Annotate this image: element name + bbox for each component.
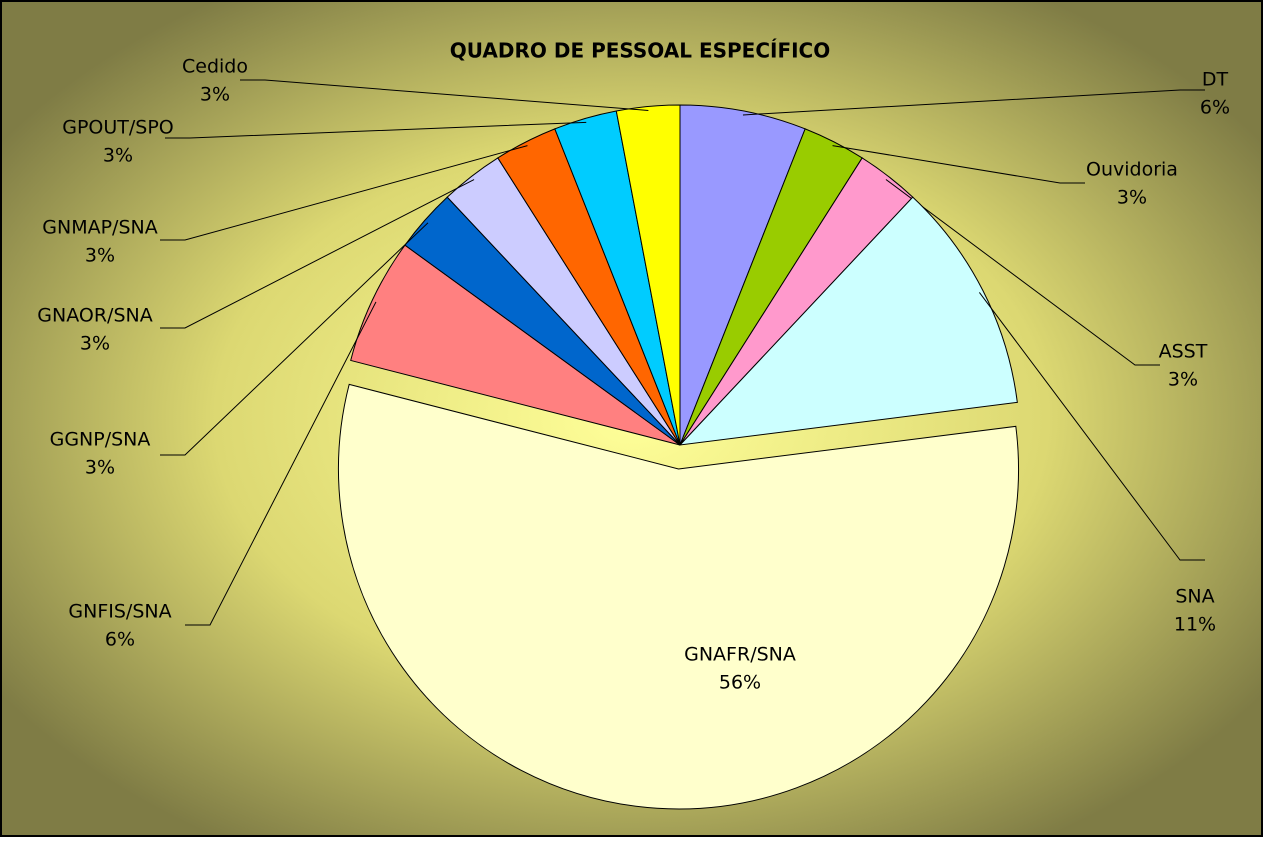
slice-label: GNAFR/SNA [684, 644, 796, 666]
slice-value-label: 3% [103, 145, 133, 167]
leader-line [160, 222, 429, 456]
slice-value-label: 3% [1168, 369, 1198, 391]
leader-line [978, 292, 1205, 561]
slice-label: GNFIS/SNA [68, 601, 171, 623]
slice-label: GPOUT/SPO [62, 117, 174, 139]
leader-line [240, 79, 649, 111]
leader-line [160, 179, 475, 329]
slice-value-label: 11% [1174, 614, 1216, 636]
slice-value-label: 3% [85, 457, 115, 479]
pie-slice [678, 196, 1018, 446]
slice-value-label: 3% [80, 333, 110, 355]
leader-line [185, 301, 377, 626]
pie-slice [338, 383, 1019, 810]
leader-line [885, 179, 1160, 366]
slice-label: Cedido [182, 56, 248, 78]
chart-title: QUADRO DE PESSOAL ESPECÍFICO [450, 39, 830, 63]
pie-slice [350, 244, 681, 446]
leader-line [165, 121, 587, 139]
leader-line [832, 145, 1085, 184]
pie-slice [615, 104, 681, 446]
leader-line [160, 145, 528, 241]
slice-value-label: 3% [85, 245, 115, 267]
slice-value-label: 3% [200, 84, 230, 106]
slice-value-label: 6% [1200, 97, 1230, 119]
slice-label: GNMAP/SNA [42, 217, 157, 239]
slice-label: GNAOR/SNA [37, 305, 152, 327]
slice-value-label: 6% [105, 629, 135, 651]
leader-line [742, 89, 1205, 116]
slice-label: SNA [1175, 586, 1214, 608]
pie-slice [679, 104, 806, 446]
slice-label: Ouvidoria [1086, 159, 1178, 181]
slice-value-label: 56% [719, 672, 761, 694]
slice-label: DT [1202, 69, 1229, 91]
slice-label: GGNP/SNA [50, 429, 151, 451]
slice-label: ASST [1159, 341, 1208, 363]
slice-value-label: 3% [1117, 187, 1147, 209]
